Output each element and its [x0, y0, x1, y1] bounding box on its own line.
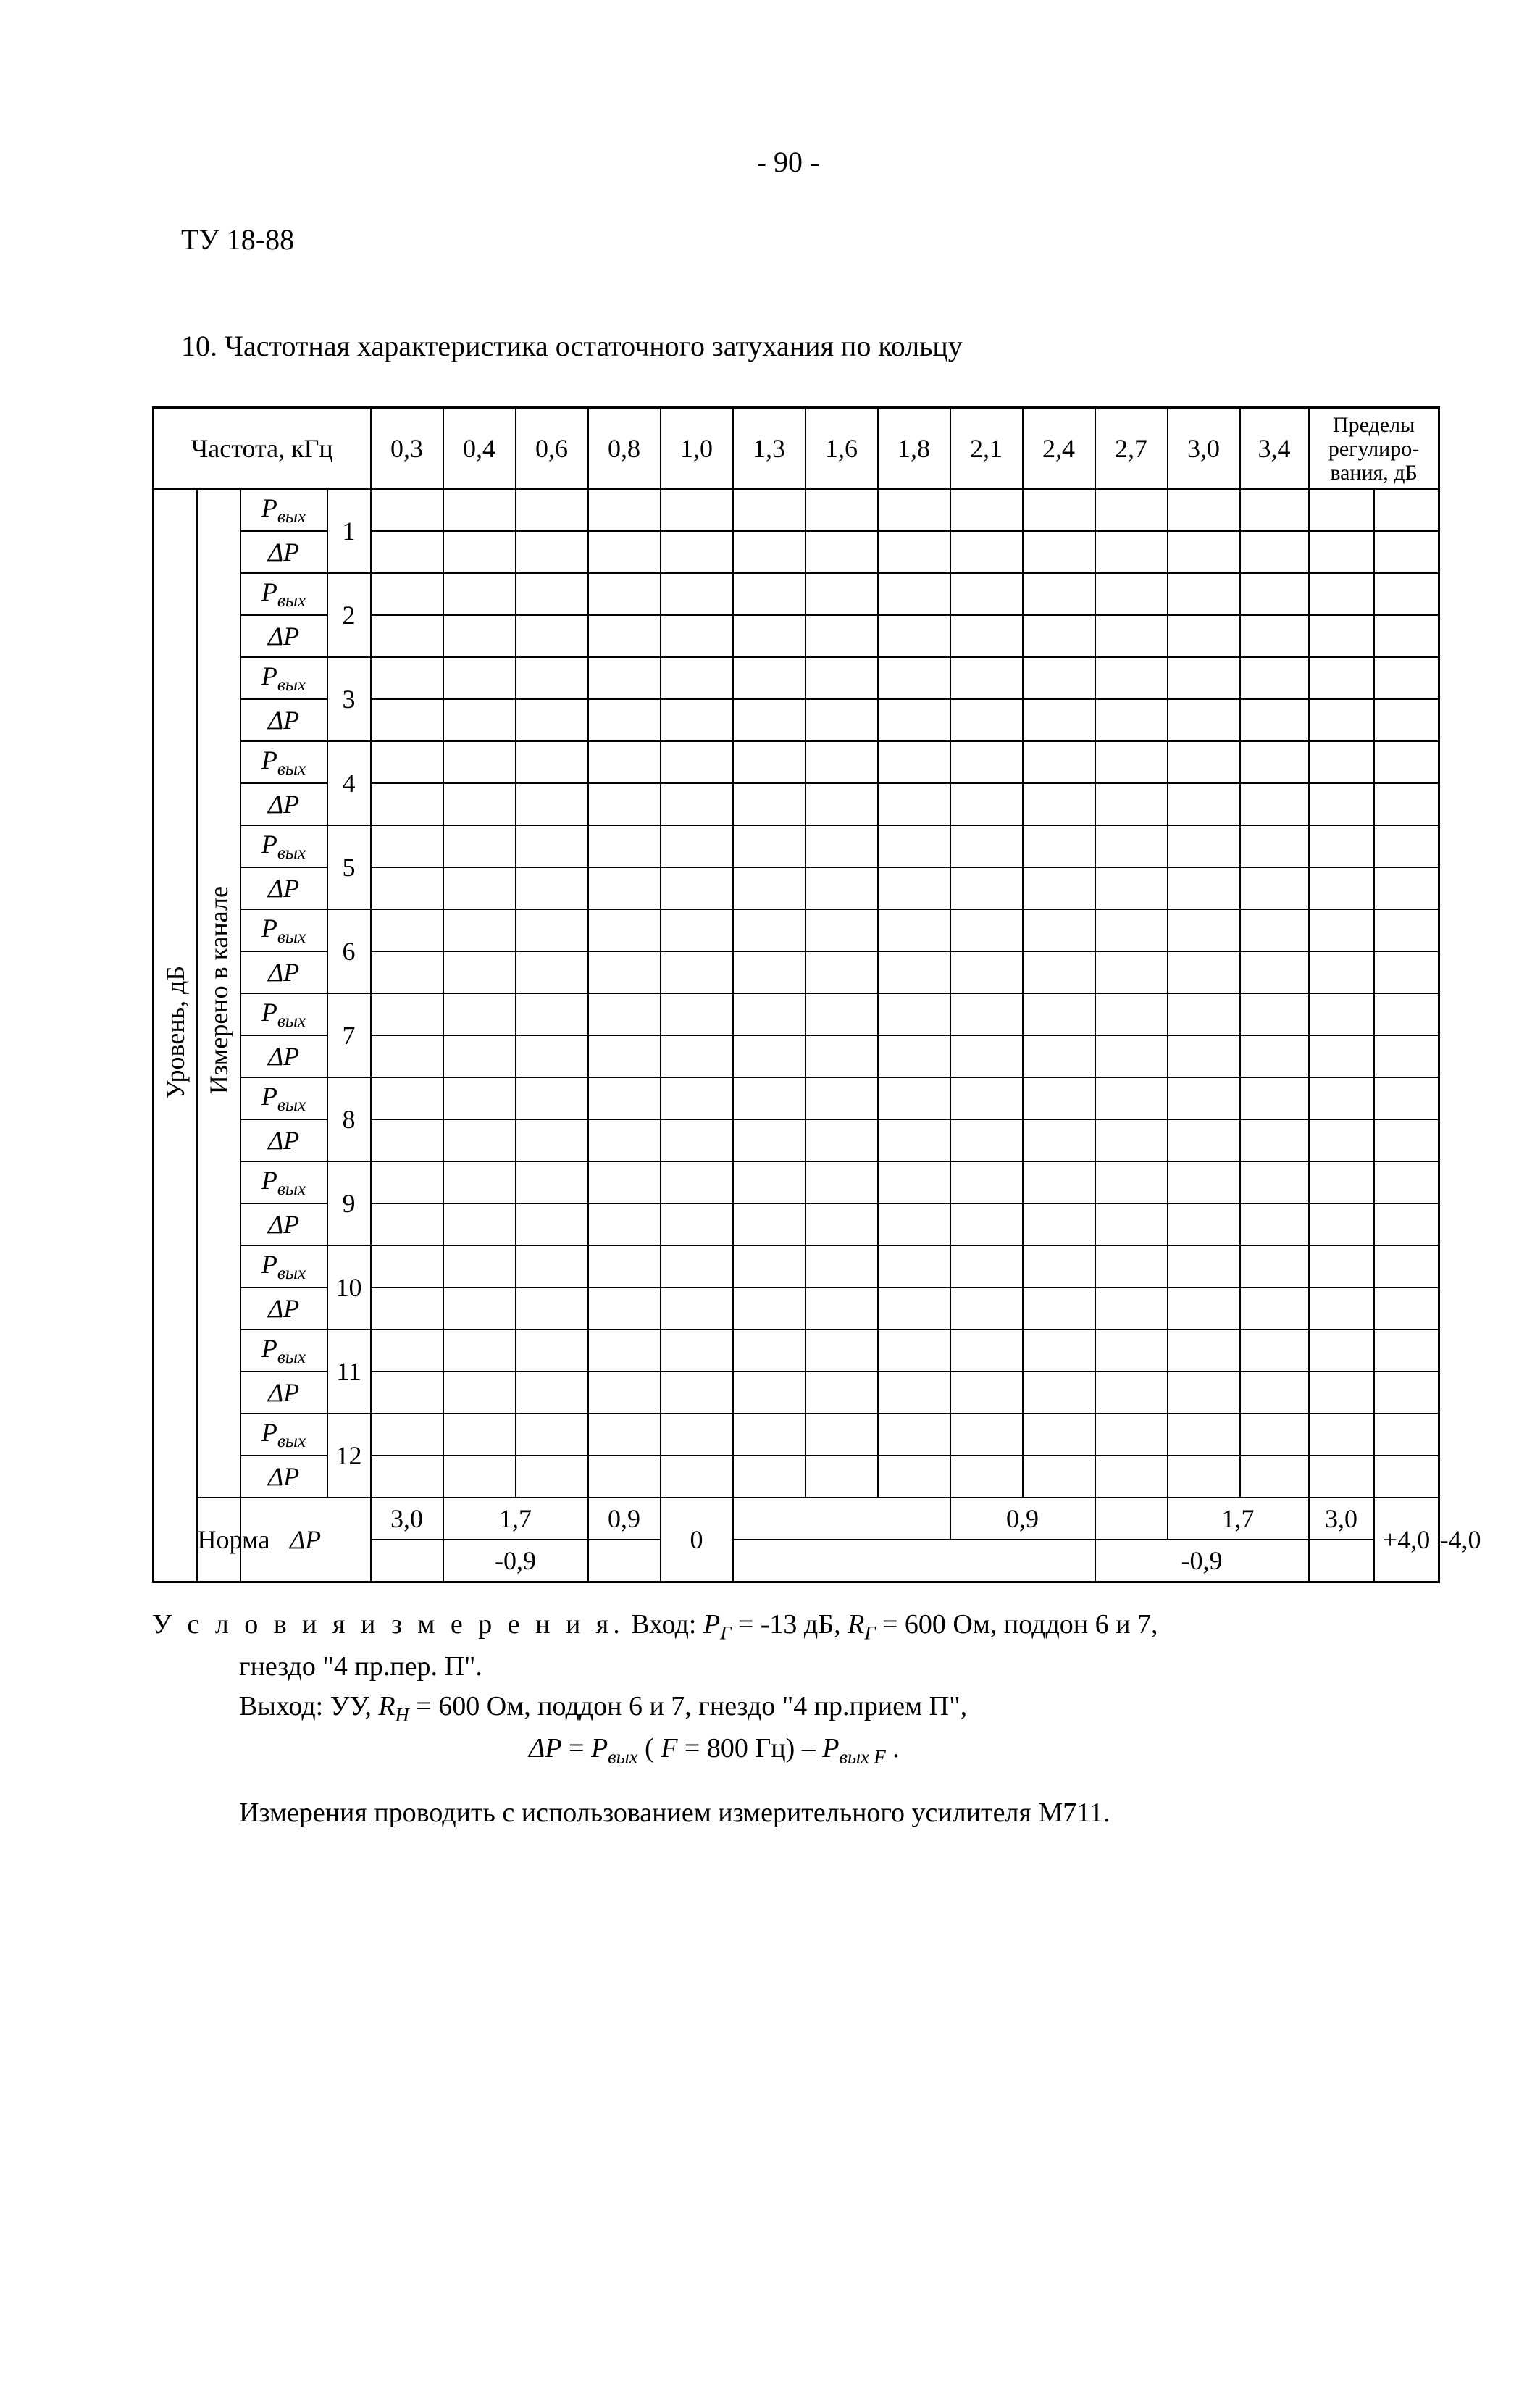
- freq-col: 0,6: [516, 408, 588, 490]
- param-pvyh: Pвых: [240, 1077, 327, 1119]
- table-row: Pвых 10: [154, 1245, 1439, 1287]
- level-label-cell: Уровень, дБ: [154, 489, 197, 1582]
- param-dp: ΔP: [240, 699, 327, 741]
- norma-cell: -0,9: [443, 1540, 588, 1582]
- channel-num: 1: [327, 489, 371, 573]
- freq-col: 1,3: [733, 408, 805, 490]
- param-pvyh: Pвых: [240, 573, 327, 615]
- table-row: Pвых 7: [154, 993, 1439, 1035]
- limits-label-cell: Пределы регулиро­вания, дБ: [1309, 408, 1439, 490]
- freq-label-cell: Частота, кГц: [154, 408, 371, 490]
- notes-block: У с л о в и я и з м е р е н и я. Вход: P…: [152, 1605, 1424, 1833]
- notes-line-3: Выход: УУ, RН = 600 Ом, поддон 6 и 7, гн…: [239, 1687, 1424, 1729]
- freq-col: 2,1: [950, 408, 1023, 490]
- main-table: Частота, кГц 0,3 0,4 0,6 0,8 1,0 1,3 1,6…: [152, 406, 1440, 1583]
- channel-num: 2: [327, 573, 371, 657]
- param-dp: ΔP: [240, 1035, 327, 1077]
- norma-cell: [1095, 1498, 1168, 1540]
- param-pvyh: Pвых: [240, 1161, 327, 1203]
- notes-line-1: У с л о в и я и з м е р е н и я. Вход: P…: [152, 1605, 1424, 1647]
- param-dp: ΔP: [240, 783, 327, 825]
- param-dp: ΔP: [240, 1119, 327, 1161]
- channel-num: 3: [327, 657, 371, 741]
- norma-cell: [371, 1540, 443, 1582]
- measured-label-cell: Измерено в канале: [197, 489, 240, 1498]
- freq-col: 1,8: [878, 408, 950, 490]
- channel-num: 4: [327, 741, 371, 825]
- doc-id: ТУ 18-88: [181, 222, 1424, 256]
- norma-cell: 0,9: [588, 1498, 661, 1540]
- freq-col: 0,4: [443, 408, 516, 490]
- norma-row-1: Норма ΔP 3,0 1,7 0,9 0 0,9 1,7 3,0 +4,0 …: [154, 1498, 1439, 1540]
- norma-cell: 0,9: [950, 1498, 1095, 1540]
- param-dp: ΔP: [240, 1456, 327, 1498]
- norma-cell: 3,0: [1309, 1498, 1374, 1540]
- param-dp: ΔP: [240, 1372, 327, 1414]
- freq-col: 1,0: [661, 408, 733, 490]
- norma-limit-pos: +4,0: [1374, 1498, 1439, 1582]
- param-dp: ΔP: [240, 867, 327, 909]
- page: - 90 - ТУ 18-88 10. Частотная характерис…: [0, 0, 1540, 2396]
- param-pvyh: Pвых: [240, 825, 327, 867]
- table-row: Pвых 9: [154, 1161, 1439, 1203]
- param-pvyh: Pвых: [240, 993, 327, 1035]
- norma-cell: [733, 1498, 950, 1540]
- freq-col: 0,8: [588, 408, 661, 490]
- channel-num: 9: [327, 1161, 371, 1245]
- notes-line-4: ΔP = Pвых ( F = 800 Гц) – Pвых F .: [529, 1729, 1424, 1771]
- table-row: Pвых 3: [154, 657, 1439, 699]
- freq-col: 0,3: [371, 408, 443, 490]
- freq-col: 2,7: [1095, 408, 1168, 490]
- channel-num: 12: [327, 1414, 371, 1498]
- param-dp: ΔP: [240, 951, 327, 993]
- param-dp: ΔP: [240, 615, 327, 657]
- param-pvyh: Pвых: [240, 1414, 327, 1456]
- norma-label: Норма: [197, 1498, 240, 1582]
- param-pvyh: Pвых: [240, 1330, 327, 1372]
- norma-cell: -0,9: [1095, 1540, 1309, 1582]
- param-dp: ΔP: [240, 1203, 327, 1245]
- param-dp: ΔP: [240, 531, 327, 573]
- param-pvyh: Pвых: [240, 909, 327, 951]
- table-row: Уровень, дБ Измерено в канале Pвых 1: [154, 489, 1439, 531]
- param-pvyh: Pвых: [240, 489, 327, 531]
- page-number: - 90 -: [152, 145, 1424, 179]
- norma-cell: 3,0: [371, 1498, 443, 1540]
- table-row: Pвых 8: [154, 1077, 1439, 1119]
- table-row: Pвых 6: [154, 909, 1439, 951]
- freq-col: 3,0: [1168, 408, 1240, 490]
- table-row: Pвых 11: [154, 1330, 1439, 1372]
- freq-col: 3,4: [1240, 408, 1309, 490]
- section-title: 10. Частотная характеристика остаточного…: [181, 329, 1424, 363]
- norma-cell: [588, 1540, 661, 1582]
- norma-cell: 1,7: [443, 1498, 588, 1540]
- notes-line-2: гнездо "4 пр.пер. П".: [239, 1647, 1424, 1687]
- table-row: Pвых 4: [154, 741, 1439, 783]
- table-row: Pвых 5: [154, 825, 1439, 867]
- param-pvyh: Pвых: [240, 657, 327, 699]
- freq-col: 1,6: [805, 408, 878, 490]
- param-pvyh: Pвых: [240, 741, 327, 783]
- table-row: Pвых 12: [154, 1414, 1439, 1456]
- channel-num: 6: [327, 909, 371, 993]
- table-header-row: Частота, кГц 0,3 0,4 0,6 0,8 1,0 1,3 1,6…: [154, 408, 1439, 490]
- channel-num: 10: [327, 1245, 371, 1330]
- param-pvyh: Pвых: [240, 1245, 327, 1287]
- param-dp: ΔP: [240, 1287, 327, 1330]
- notes-line-5: Измерения проводить с использованием изм…: [239, 1793, 1424, 1833]
- channel-num: 8: [327, 1077, 371, 1161]
- norma-cell: [733, 1540, 1095, 1582]
- norma-cell: 0: [661, 1498, 733, 1582]
- table-row: Pвых 2: [154, 573, 1439, 615]
- norma-cell: 1,7: [1168, 1498, 1309, 1540]
- channel-num: 7: [327, 993, 371, 1077]
- norma-cell: [1309, 1540, 1374, 1582]
- channel-num: 11: [327, 1330, 371, 1414]
- freq-col: 2,4: [1023, 408, 1095, 490]
- channel-num: 5: [327, 825, 371, 909]
